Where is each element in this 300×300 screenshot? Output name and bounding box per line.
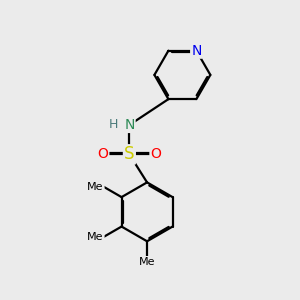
Text: Me: Me — [87, 182, 104, 192]
Text: N: N — [191, 44, 202, 58]
Text: H: H — [109, 118, 118, 131]
Text: O: O — [98, 147, 108, 161]
Text: Me: Me — [87, 232, 104, 242]
Text: Me: Me — [139, 257, 155, 267]
Text: N: N — [124, 118, 135, 132]
Text: O: O — [151, 147, 161, 161]
Text: S: S — [124, 146, 135, 164]
